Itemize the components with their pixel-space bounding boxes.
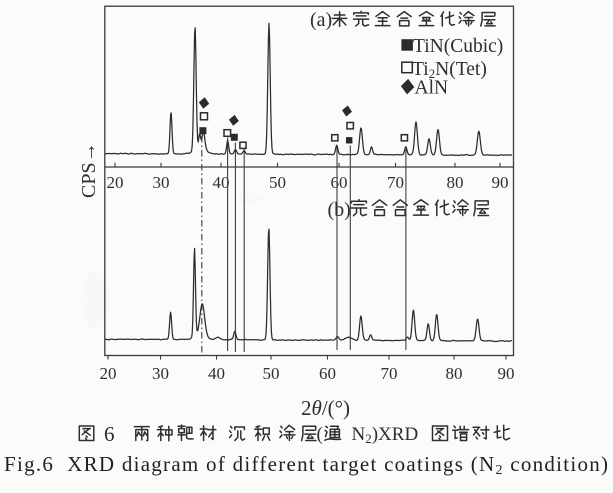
svg-text:20: 20 (107, 173, 124, 192)
svg-text:N2)XRD: N2)XRD (352, 424, 419, 446)
svg-text:30: 30 (153, 173, 170, 192)
svg-text:20: 20 (100, 364, 117, 383)
svg-text:50: 50 (263, 364, 280, 383)
svg-text:TiN(Cubic): TiN(Cubic) (413, 36, 503, 57)
svg-text:70: 70 (387, 173, 404, 192)
svg-text:90: 90 (492, 173, 509, 192)
svg-text:50: 50 (269, 173, 286, 192)
svg-text:6: 6 (104, 422, 115, 446)
svg-text:70: 70 (381, 364, 398, 383)
svg-text:90: 90 (498, 364, 515, 383)
svg-text:(b): (b) (328, 199, 351, 221)
svg-text:30: 30 (152, 364, 169, 383)
svg-text:AlN: AlN (415, 78, 449, 99)
svg-text:40: 40 (213, 173, 230, 192)
svg-text:80: 80 (447, 173, 464, 192)
svg-text:2θ/(°): 2θ/(°) (301, 396, 350, 420)
svg-text:60: 60 (331, 173, 348, 192)
svg-text:(: ( (317, 424, 323, 445)
svg-text:40: 40 (208, 364, 225, 383)
svg-text:Fig.6 XRD diagram of differen: Fig.6 XRD diagram of different target co… (4, 452, 608, 478)
svg-text:CPS→: CPS→ (78, 142, 100, 198)
svg-text:60: 60 (319, 364, 336, 383)
svg-text:80: 80 (446, 364, 463, 383)
svg-text:(a): (a) (310, 9, 332, 31)
